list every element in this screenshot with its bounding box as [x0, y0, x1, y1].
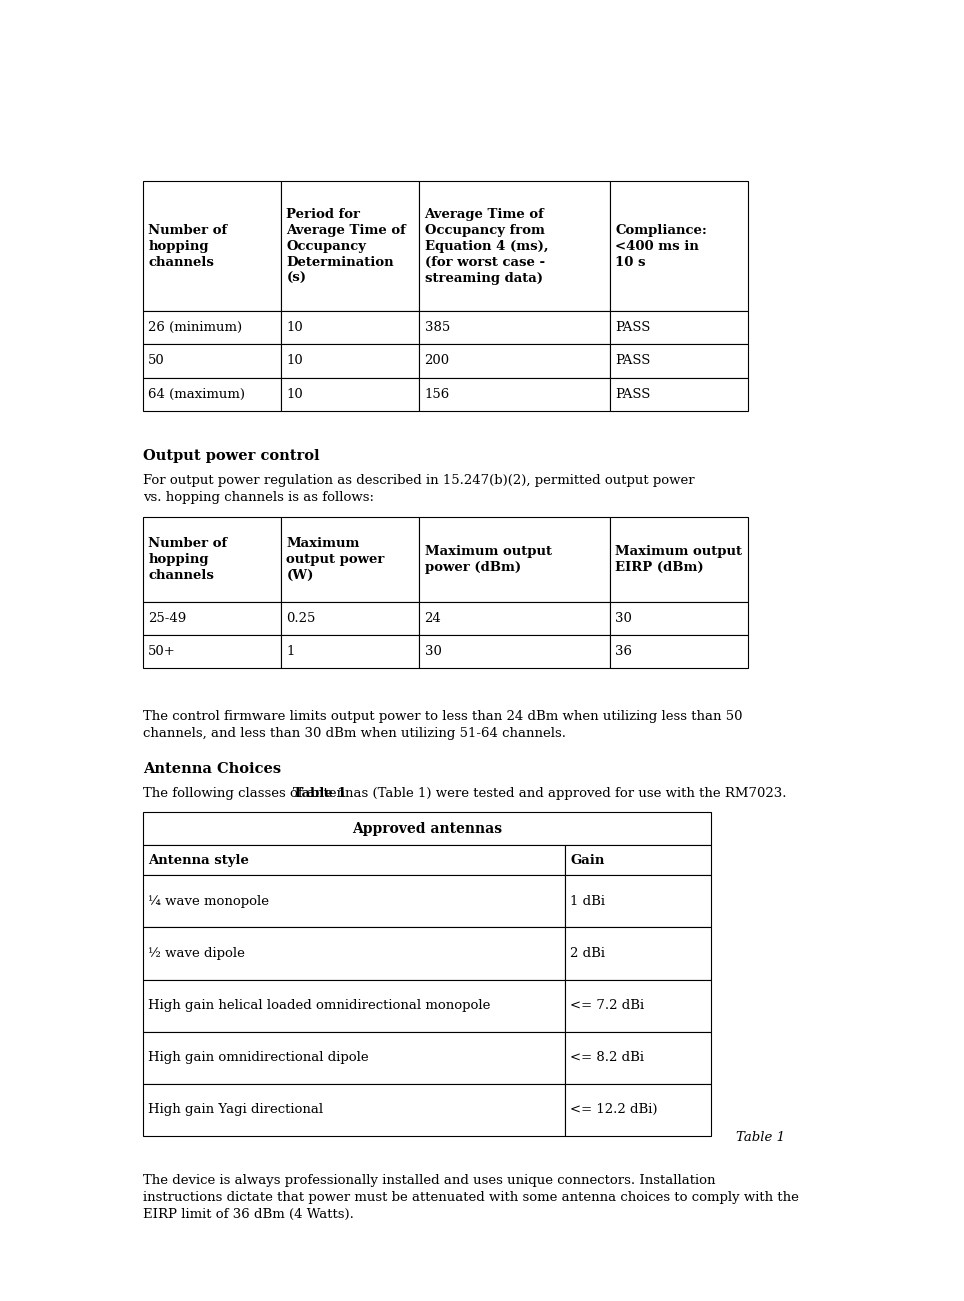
Text: 36: 36 [615, 645, 632, 658]
Bar [143, 635, 281, 667]
Bar [610, 635, 748, 667]
Bar [610, 377, 748, 411]
Bar [143, 846, 565, 876]
Text: Number of
hopping
channels: Number of hopping channels [148, 537, 228, 582]
Text: The device is always professionally installed and uses unique connectors. Instal: The device is always professionally inst… [143, 1174, 799, 1220]
Text: 2 dBi: 2 dBi [571, 947, 605, 960]
Bar [565, 980, 710, 1032]
Bar [610, 516, 748, 602]
Text: PASS: PASS [615, 321, 651, 334]
Bar [565, 928, 710, 980]
Bar [565, 876, 710, 928]
Text: 156: 156 [424, 388, 450, 401]
Text: 10: 10 [286, 321, 303, 334]
Text: 64 (maximum): 64 (maximum) [148, 388, 245, 401]
Bar [143, 980, 565, 1032]
Bar [610, 602, 748, 635]
Text: PASS: PASS [615, 388, 651, 401]
Text: 10: 10 [286, 354, 303, 367]
Bar [565, 846, 710, 876]
Text: 50+: 50+ [148, 645, 175, 658]
Text: 1 dBi: 1 dBi [571, 895, 605, 908]
Text: <= 8.2 dBi: <= 8.2 dBi [571, 1051, 644, 1064]
Bar [143, 928, 565, 980]
Bar [143, 345, 281, 377]
Bar [419, 516, 610, 602]
Text: 200: 200 [424, 354, 449, 367]
Text: Compliance:
<400 ms in
10 s: Compliance: <400 ms in 10 s [615, 224, 707, 269]
Bar [610, 345, 748, 377]
Text: High gain Yagi directional: High gain Yagi directional [148, 1103, 323, 1116]
Text: Gain: Gain [571, 853, 604, 866]
Text: PASS: PASS [615, 354, 651, 367]
Text: The control firmware limits output power to less than 24 dBm when utilizing less: The control firmware limits output power… [143, 710, 742, 740]
Bar [610, 311, 748, 345]
Text: 30: 30 [424, 645, 442, 658]
Bar [565, 1032, 710, 1084]
Text: Maximum
output power
(W): Maximum output power (W) [286, 537, 385, 582]
Text: High gain omnidirectional dipole: High gain omnidirectional dipole [148, 1051, 369, 1064]
Text: Maximum output
EIRP (dBm): Maximum output EIRP (dBm) [615, 545, 742, 574]
Text: 385: 385 [424, 321, 450, 334]
Text: Output power control: Output power control [143, 449, 319, 463]
Bar [143, 876, 565, 928]
Bar [281, 516, 419, 602]
Text: Maximum output
power (dBm): Maximum output power (dBm) [424, 545, 551, 574]
Bar [143, 311, 281, 345]
Bar [143, 181, 281, 311]
Text: ½ wave dipole: ½ wave dipole [148, 947, 245, 960]
Text: <= 12.2 dBi): <= 12.2 dBi) [571, 1103, 657, 1116]
Text: Approved antennas: Approved antennas [352, 822, 502, 835]
Bar [143, 602, 281, 635]
Text: The following classes of antennas (Table 1) were tested and approved for use wit: The following classes of antennas (Table… [143, 787, 787, 800]
Bar [143, 1084, 565, 1136]
Bar [419, 311, 610, 345]
Text: 50: 50 [148, 354, 165, 367]
Text: 1: 1 [286, 645, 295, 658]
Text: Antenna Choices: Antenna Choices [143, 762, 281, 777]
Bar [419, 635, 610, 667]
Bar [143, 377, 281, 411]
Bar [610, 181, 748, 311]
Bar [281, 377, 419, 411]
Bar [419, 377, 610, 411]
Text: Table 1: Table 1 [736, 1131, 786, 1144]
Bar [143, 1032, 565, 1084]
Text: Period for
Average Time of
Occupancy
Determination
(s): Period for Average Time of Occupancy Det… [286, 208, 406, 285]
Text: 26 (minimum): 26 (minimum) [148, 321, 242, 334]
Text: 10: 10 [286, 388, 303, 401]
Text: <= 7.2 dBi: <= 7.2 dBi [571, 999, 644, 1012]
Bar [143, 516, 281, 602]
Text: Average Time of
Occupancy from
Equation 4 (ms),
(for worst case -
streaming data: Average Time of Occupancy from Equation … [424, 208, 549, 285]
Text: 30: 30 [615, 611, 632, 624]
Bar [281, 635, 419, 667]
Bar [143, 812, 710, 846]
Bar [281, 345, 419, 377]
Bar [281, 181, 419, 311]
Text: Table 1: Table 1 [293, 787, 347, 800]
Bar [419, 602, 610, 635]
Text: 25-49: 25-49 [148, 611, 186, 624]
Bar [565, 1084, 710, 1136]
Text: High gain helical loaded omnidirectional monopole: High gain helical loaded omnidirectional… [148, 999, 491, 1012]
Bar [419, 345, 610, 377]
Text: Number of
hopping
channels: Number of hopping channels [148, 224, 228, 269]
Text: Antenna style: Antenna style [148, 853, 249, 866]
Text: 0.25: 0.25 [286, 611, 316, 624]
Text: 24: 24 [424, 611, 442, 624]
Bar [419, 181, 610, 311]
Text: ¼ wave monopole: ¼ wave monopole [148, 895, 269, 908]
Bar [281, 602, 419, 635]
Bar [281, 311, 419, 345]
Text: For output power regulation as described in 15.247(b)(2), permitted output power: For output power regulation as described… [143, 474, 694, 503]
